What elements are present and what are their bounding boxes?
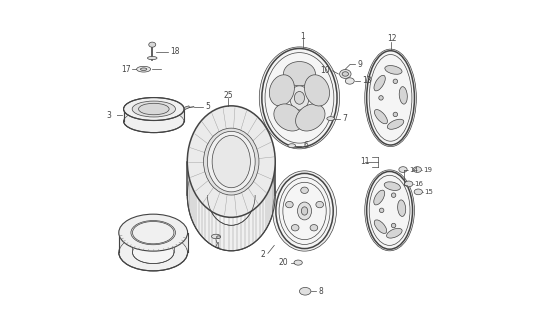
Text: 16: 16	[414, 181, 424, 187]
Ellipse shape	[392, 193, 396, 197]
Ellipse shape	[405, 181, 413, 187]
Polygon shape	[123, 98, 184, 121]
Ellipse shape	[399, 167, 407, 172]
Ellipse shape	[273, 171, 336, 251]
Ellipse shape	[342, 72, 348, 76]
Text: 9: 9	[357, 60, 362, 69]
Ellipse shape	[327, 117, 335, 121]
Ellipse shape	[387, 119, 404, 129]
Ellipse shape	[398, 200, 406, 216]
Ellipse shape	[367, 51, 414, 145]
Ellipse shape	[294, 260, 302, 265]
Ellipse shape	[316, 201, 324, 208]
Ellipse shape	[148, 56, 157, 60]
Polygon shape	[133, 221, 174, 252]
Ellipse shape	[365, 49, 416, 147]
Ellipse shape	[399, 87, 408, 104]
Ellipse shape	[285, 201, 293, 208]
Text: 14: 14	[409, 166, 418, 172]
Text: 8: 8	[318, 287, 323, 296]
Text: 19: 19	[423, 166, 432, 172]
Text: 13: 13	[362, 76, 372, 85]
Ellipse shape	[290, 86, 309, 110]
Ellipse shape	[305, 75, 330, 106]
Ellipse shape	[310, 225, 318, 231]
Polygon shape	[185, 106, 190, 110]
Text: 15: 15	[424, 189, 433, 195]
Text: 5: 5	[206, 102, 211, 111]
Ellipse shape	[274, 104, 303, 131]
Text: 2: 2	[261, 250, 265, 259]
Ellipse shape	[298, 202, 311, 220]
Text: 7: 7	[342, 114, 347, 123]
Ellipse shape	[269, 75, 294, 106]
Ellipse shape	[384, 182, 400, 190]
Text: 17: 17	[121, 65, 131, 74]
Ellipse shape	[211, 234, 221, 239]
Text: 4: 4	[215, 242, 220, 251]
Ellipse shape	[365, 170, 414, 251]
Text: 6: 6	[304, 141, 309, 150]
Ellipse shape	[374, 75, 385, 91]
Ellipse shape	[288, 144, 296, 148]
Text: 11: 11	[360, 157, 369, 166]
Ellipse shape	[140, 68, 147, 70]
Ellipse shape	[262, 49, 337, 147]
Ellipse shape	[392, 223, 396, 228]
Ellipse shape	[276, 173, 333, 249]
Ellipse shape	[132, 101, 175, 117]
Ellipse shape	[301, 207, 307, 215]
Ellipse shape	[299, 287, 311, 295]
Polygon shape	[119, 214, 187, 252]
Text: 1: 1	[300, 32, 305, 41]
Ellipse shape	[131, 220, 175, 245]
Ellipse shape	[379, 96, 383, 100]
Ellipse shape	[284, 61, 315, 86]
Ellipse shape	[217, 236, 221, 238]
Ellipse shape	[187, 106, 275, 217]
Ellipse shape	[207, 165, 255, 225]
Ellipse shape	[379, 208, 384, 212]
Ellipse shape	[345, 78, 354, 84]
Ellipse shape	[393, 79, 398, 84]
Text: 10: 10	[320, 66, 330, 75]
Ellipse shape	[387, 228, 402, 238]
Ellipse shape	[133, 221, 174, 244]
Ellipse shape	[149, 42, 156, 47]
Ellipse shape	[414, 189, 422, 195]
Ellipse shape	[204, 128, 259, 195]
Ellipse shape	[207, 131, 255, 192]
Ellipse shape	[139, 103, 169, 115]
Text: 25: 25	[223, 91, 233, 100]
Ellipse shape	[385, 66, 402, 74]
Ellipse shape	[119, 234, 187, 271]
Ellipse shape	[393, 112, 398, 117]
Ellipse shape	[123, 98, 184, 121]
Ellipse shape	[294, 92, 305, 104]
Text: 12: 12	[388, 34, 397, 43]
Ellipse shape	[301, 187, 309, 194]
Text: 20: 20	[279, 258, 289, 267]
Ellipse shape	[374, 220, 387, 233]
Ellipse shape	[123, 110, 184, 132]
Ellipse shape	[212, 135, 251, 188]
Ellipse shape	[259, 47, 340, 149]
Ellipse shape	[133, 241, 174, 264]
Ellipse shape	[413, 167, 421, 172]
Text: 3: 3	[107, 111, 112, 120]
Ellipse shape	[187, 139, 275, 251]
Ellipse shape	[374, 190, 385, 205]
Ellipse shape	[296, 104, 325, 131]
Ellipse shape	[137, 66, 150, 72]
Ellipse shape	[119, 214, 187, 251]
Polygon shape	[187, 106, 275, 195]
Text: 18: 18	[170, 47, 180, 56]
Ellipse shape	[374, 109, 388, 124]
Ellipse shape	[340, 69, 351, 78]
Ellipse shape	[291, 225, 299, 231]
Ellipse shape	[367, 172, 413, 249]
